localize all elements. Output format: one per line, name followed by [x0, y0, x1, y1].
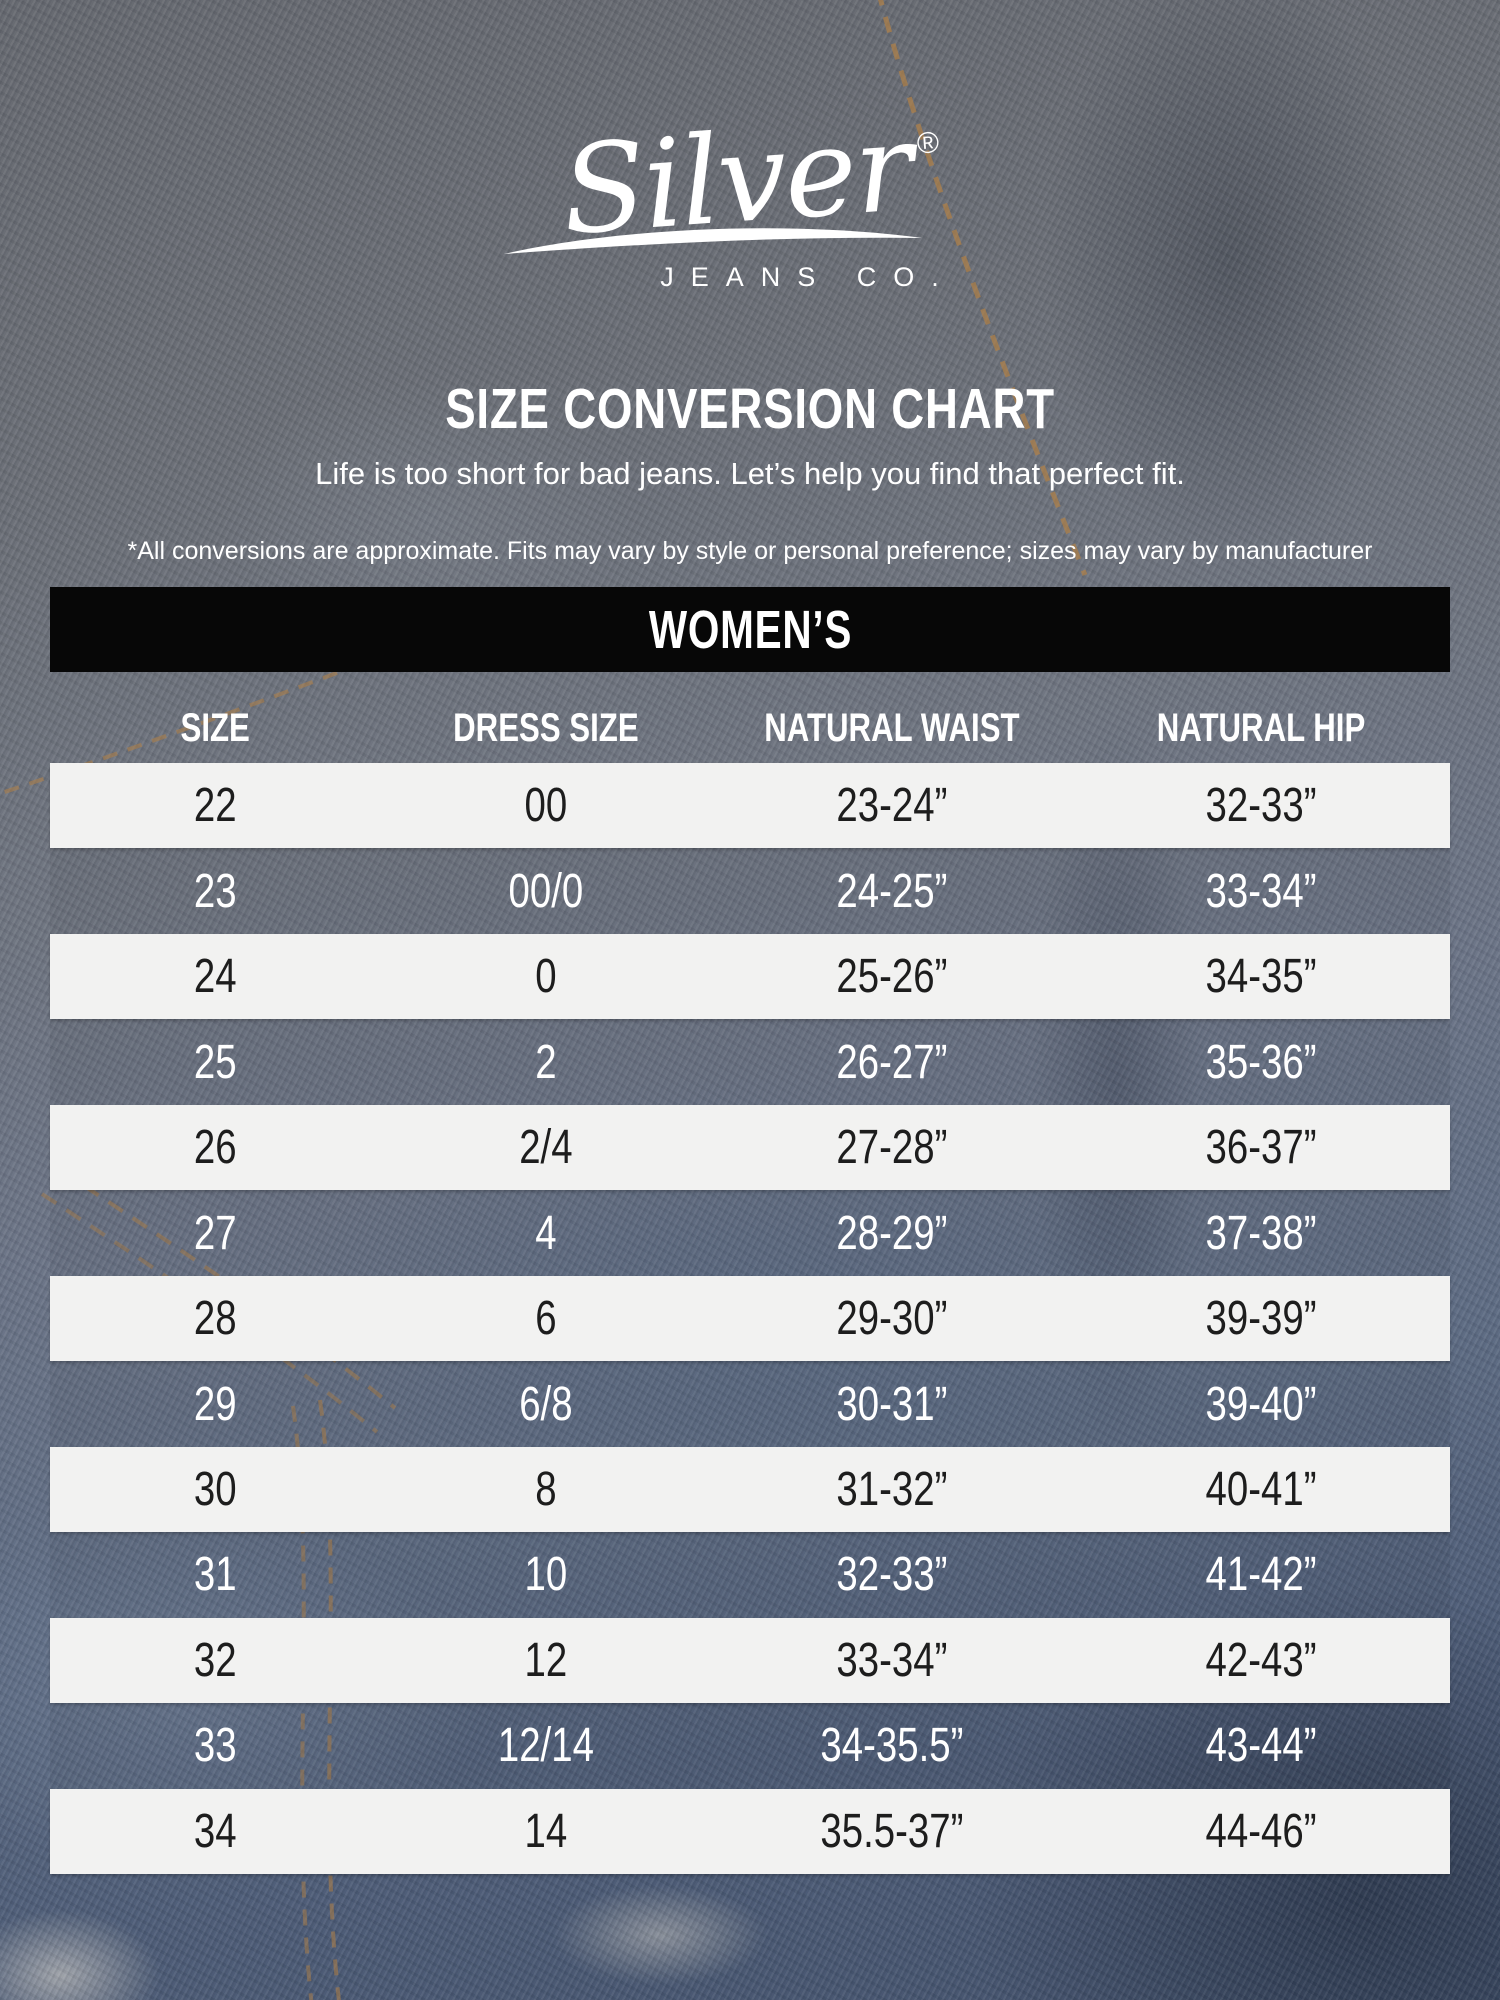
cell-natural-waist: 26-27” — [836, 1035, 948, 1089]
column-header-natural-waist: NATURAL WAIST — [764, 706, 1020, 750]
cell-natural-waist: 24-25” — [836, 864, 948, 918]
page-subtitle: Life is too short for bad jeans. Let’s h… — [315, 456, 1185, 491]
cell-dress-size: 14 — [524, 1804, 568, 1858]
cell-natural-hip: 39-40” — [1205, 1377, 1317, 1431]
brand-logo-script-wrap: Silver® — [504, 96, 939, 262]
table-row: 34 14 35.5-37” 44-46” — [50, 1788, 1450, 1875]
table-row: 25 2 26-27” 35-36” — [50, 1019, 1450, 1105]
table-row: 26 2/4 27-28” 36-37” — [50, 1104, 1450, 1191]
cell-natural-waist: 29-30” — [836, 1292, 948, 1346]
column-header-dress-size: DRESS SIZE — [453, 706, 640, 750]
cell-size: 34 — [193, 1804, 237, 1858]
cell-natural-waist: 30-31” — [836, 1377, 948, 1431]
cell-size: 31 — [193, 1548, 237, 1602]
cell-natural-waist: 32-33” — [836, 1548, 948, 1602]
womens-section-label: WOMEN’S — [648, 599, 852, 660]
cell-dress-size: 2 — [535, 1035, 557, 1089]
table-row: 24 0 25-26” 34-35” — [50, 933, 1450, 1020]
cell-natural-waist: 23-24” — [836, 779, 948, 833]
registered-mark-icon: ® — [916, 126, 939, 161]
cell-size: 22 — [193, 779, 237, 833]
cell-natural-hip: 41-42” — [1205, 1548, 1317, 1602]
table-row: 22 00 23-24” 32-33” — [50, 763, 1450, 849]
cell-natural-hip: 39-39” — [1205, 1292, 1317, 1346]
table-row: 32 12 33-34” 42-43” — [50, 1617, 1450, 1704]
size-conversion-table: 22 00 23-24” 32-33” 23 00/0 24-25” 33-34… — [50, 763, 1450, 1875]
cell-dress-size: 00 — [524, 779, 568, 833]
seam-stitch-top-right — [878, 0, 1088, 576]
table-header-row: SIZE DRESS SIZE NATURAL WAIST NATURAL HI… — [50, 672, 1450, 763]
cell-dress-size: 00/0 — [508, 864, 584, 918]
cell-natural-waist: 35.5-37” — [820, 1804, 964, 1858]
table-row: 29 6/8 30-31” 39-40” — [50, 1361, 1450, 1447]
cell-size: 26 — [193, 1121, 237, 1175]
column-header-size: SIZE — [180, 706, 250, 750]
disclaimer-text: *All conversions are approximate. Fits m… — [127, 537, 1373, 565]
cell-size: 29 — [193, 1377, 237, 1431]
cell-size: 27 — [193, 1206, 237, 1260]
womens-section-banner: WOMEN’S — [50, 587, 1450, 672]
cell-natural-hip: 33-34” — [1205, 864, 1317, 918]
cell-size: 33 — [193, 1719, 237, 1773]
cell-size: 23 — [193, 864, 237, 918]
cell-natural-waist: 31-32” — [836, 1462, 948, 1516]
logo-swash-icon — [504, 228, 923, 254]
cell-natural-hip: 42-43” — [1205, 1633, 1317, 1687]
cell-natural-hip: 36-37” — [1205, 1121, 1317, 1175]
table-row: 27 4 28-29” 37-38” — [50, 1190, 1450, 1276]
cell-dress-size: 2/4 — [519, 1121, 573, 1175]
table-row: 31 10 32-33” 41-42” — [50, 1532, 1450, 1618]
cell-dress-size: 12/14 — [498, 1719, 595, 1773]
cell-natural-waist: 27-28” — [836, 1121, 948, 1175]
cell-natural-waist: 34-35.5” — [820, 1719, 964, 1773]
cell-size: 28 — [193, 1292, 237, 1346]
cell-natural-hip: 35-36” — [1205, 1035, 1317, 1089]
table-row: 23 00/0 24-25” 33-34” — [50, 848, 1450, 934]
cell-dress-size: 6 — [535, 1292, 557, 1346]
cell-natural-hip: 37-38” — [1205, 1206, 1317, 1260]
cell-size: 32 — [193, 1633, 237, 1687]
cell-dress-size: 8 — [535, 1462, 557, 1516]
cell-size: 24 — [193, 950, 237, 1004]
page-title-text: SIZE CONVERSION CHART — [445, 377, 1055, 441]
cell-natural-hip: 43-44” — [1205, 1719, 1317, 1773]
cell-natural-hip: 32-33” — [1205, 779, 1317, 833]
page-title: SIZE CONVERSION CHART — [0, 376, 1500, 442]
cell-size: 25 — [193, 1035, 237, 1089]
cell-natural-waist: 25-26” — [836, 950, 948, 1004]
cell-natural-hip: 34-35” — [1205, 950, 1317, 1004]
cell-dress-size: 12 — [524, 1633, 568, 1687]
table-row: 30 8 31-32” 40-41” — [50, 1446, 1450, 1533]
cell-natural-waist: 33-34” — [836, 1633, 948, 1687]
brand-subtext: JEANS CO. — [660, 262, 956, 292]
brand-logo: Silver® JEANS CO. — [0, 96, 1500, 293]
cell-dress-size: 0 — [535, 950, 557, 1004]
cell-natural-hip: 44-46” — [1205, 1804, 1317, 1858]
column-header-natural-hip: NATURAL HIP — [1156, 706, 1366, 750]
cell-natural-hip: 40-41” — [1205, 1462, 1317, 1516]
cell-natural-waist: 28-29” — [836, 1206, 948, 1260]
cell-dress-size: 6/8 — [519, 1377, 573, 1431]
cell-size: 30 — [193, 1462, 237, 1516]
cell-dress-size: 4 — [535, 1206, 557, 1260]
table-row: 33 12/14 34-35.5” 43-44” — [50, 1703, 1450, 1789]
table-row: 28 6 29-30” 39-39” — [50, 1275, 1450, 1362]
cell-dress-size: 10 — [524, 1548, 568, 1602]
